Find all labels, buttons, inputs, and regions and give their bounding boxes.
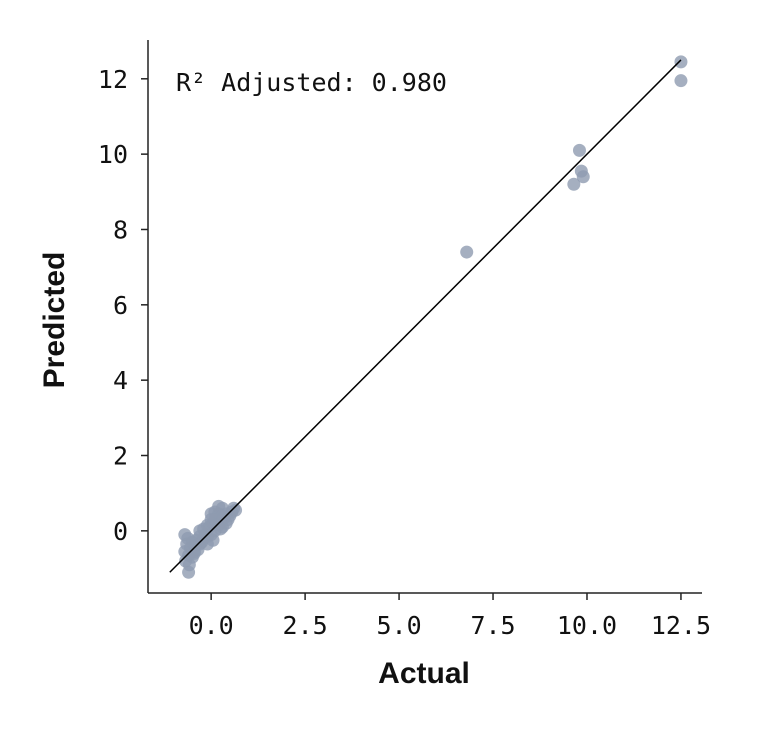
reference-line <box>169 59 682 573</box>
x-tick-label: 0.0 <box>189 611 234 640</box>
point <box>674 74 688 88</box>
y-tick-label: 10 <box>98 140 128 169</box>
point <box>460 245 474 259</box>
y-tick-label: 6 <box>113 291 128 320</box>
point <box>182 558 196 572</box>
point <box>674 55 688 69</box>
x-tick-label: 7.5 <box>470 611 515 640</box>
point <box>193 524 207 538</box>
y-tick-label: 12 <box>98 65 128 94</box>
point <box>214 522 228 536</box>
point <box>206 533 220 547</box>
x-tick-label: 12.5 <box>651 611 711 640</box>
x-tick-label: 5.0 <box>376 611 421 640</box>
y-tick-label: 0 <box>113 517 128 546</box>
point <box>229 503 243 517</box>
point <box>181 531 195 545</box>
x-tick-label: 2.5 <box>283 611 328 640</box>
point <box>572 143 586 157</box>
y-tick-label: 8 <box>113 215 128 244</box>
y-axis-label: Predicted <box>38 252 71 389</box>
annotation: R² Adjusted: 0.980 <box>176 68 447 97</box>
y-tick-label: 4 <box>113 366 128 395</box>
y-tick-label: 2 <box>113 442 128 471</box>
point <box>215 509 229 523</box>
x-tick-label: 10.0 <box>557 611 617 640</box>
point <box>187 546 201 560</box>
x-axis-label: Actual <box>378 657 470 690</box>
point <box>576 170 590 184</box>
point <box>567 177 581 191</box>
